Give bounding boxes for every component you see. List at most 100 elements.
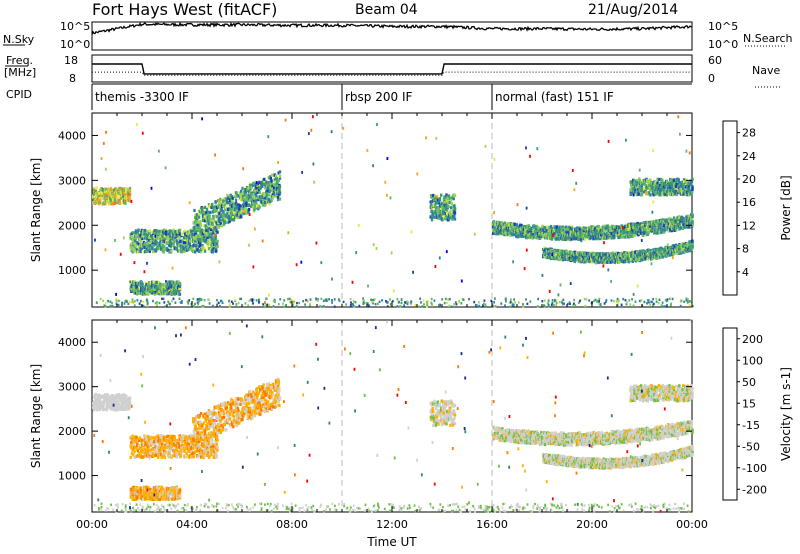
power-echo-cell: [215, 220, 218, 224]
power-echo-cell: [122, 195, 125, 199]
power-echo-cell: [145, 245, 149, 249]
power-echo-cell: [440, 212, 443, 216]
power-echo-cell: [172, 228, 175, 232]
freq-right-tick-bottom: 0: [708, 72, 715, 85]
power-echo-cell: [553, 252, 556, 257]
power-echo-cell: [217, 225, 221, 229]
power-echo-cell: [94, 189, 97, 194]
power-echo-cell: [547, 233, 550, 237]
power-echo-cell: [150, 230, 153, 234]
power-echo-cell: [249, 193, 252, 197]
power-echo-cell: [190, 229, 193, 234]
power-echo-cell: [206, 243, 209, 247]
power-echo-cell: [238, 215, 242, 219]
power-echo-cell: [652, 255, 655, 259]
power-echo-cell: [644, 256, 647, 260]
power-echo-cell: [627, 260, 630, 264]
power-echo-cell: [559, 225, 562, 229]
power-echo-cell: [244, 191, 247, 195]
power-echo-cell: [134, 231, 138, 235]
power-echo-cell: [668, 226, 671, 230]
power-echo-cell: [144, 232, 147, 236]
power-echo-cell: [430, 209, 434, 214]
power-echo-cell: [544, 232, 547, 236]
power-echo-cell: [254, 200, 257, 204]
power-echo-cell: [527, 230, 530, 234]
power-echo-cell: [234, 194, 238, 198]
power-ground-cell: [282, 302, 284, 305]
power-echo-cell: [133, 280, 136, 284]
power-echo-cell: [570, 251, 574, 255]
power-echo-cell: [440, 203, 444, 207]
power-ground-cell: [142, 300, 145, 304]
power-echo-cell: [238, 204, 242, 208]
power-echo-cell: [572, 235, 575, 239]
power-echo-cell: [660, 226, 663, 230]
power-echo-cell: [226, 211, 229, 215]
power-echo-cell: [448, 216, 451, 220]
power-echo-cell: [609, 232, 612, 236]
power-echo-cell: [633, 233, 636, 237]
power-echo-cell: [145, 237, 149, 241]
power-echo-cell: [237, 215, 240, 219]
power-echo-cell: [678, 216, 681, 220]
power-echo-cell: [661, 255, 665, 259]
power-echo-cell: [208, 235, 211, 239]
power-echo-cell: [254, 192, 257, 196]
power-echo-cell: [517, 230, 520, 234]
power-echo-cell: [155, 236, 158, 240]
power-echo-cell: [205, 235, 208, 239]
power-echo-cell: [630, 225, 633, 229]
power-echo-cell: [686, 246, 689, 250]
power-echo-cell: [146, 288, 149, 292]
power-ground-cell: [629, 303, 632, 306]
power-echo-cell: [116, 197, 119, 201]
power-echo-cell: [265, 193, 269, 197]
power-echo-cell: [261, 203, 265, 207]
power-echo-cell: [123, 188, 126, 193]
power-echo-cell: [565, 225, 568, 229]
power-echo-cell: [601, 256, 604, 260]
power-echo-cell: [274, 188, 277, 192]
power-echo-cell: [232, 211, 236, 215]
power-echo-cell: [563, 231, 566, 235]
power-echo-cell: [159, 285, 163, 289]
power-echo-cell: [151, 242, 154, 246]
power-echo-cell: [144, 241, 147, 245]
power-echo-cell: [232, 215, 235, 220]
power-echo-cell: [588, 251, 591, 255]
power-echo-cell: [170, 289, 173, 293]
power-echo-cell: [509, 227, 512, 231]
power-echo-cell: [186, 234, 189, 238]
power-echo-cell: [625, 251, 628, 255]
power-echo-cell: [232, 208, 236, 212]
power-echo-cell: [255, 202, 258, 206]
power-echo-cell: [186, 237, 190, 241]
power-echo-cell: [230, 201, 233, 205]
power-echo-cell: [503, 221, 507, 225]
power-echo-cell: [278, 186, 281, 191]
power-echo-cell: [570, 237, 573, 241]
power-echo-cell: [212, 230, 215, 234]
power-echo-cell: [112, 201, 115, 205]
power-ground-cell: [631, 298, 633, 301]
power-echo-cell: [276, 191, 279, 196]
power-echo-cell: [230, 214, 233, 218]
power-echo-cell: [139, 234, 142, 238]
power-echo-cell: [136, 241, 139, 245]
power-echo-cell: [253, 208, 256, 212]
power-echo-cell: [270, 179, 273, 183]
power-echo-cell: [99, 190, 102, 194]
power-echo-cell: [560, 226, 563, 230]
power-echo-cell: [241, 192, 244, 196]
power-echo-cell: [532, 232, 535, 236]
power-ground-cell: [342, 300, 345, 304]
power-echo-cell: [251, 197, 254, 201]
noise-left-tick-bottom: 10^0: [60, 38, 90, 51]
power-echo-cell: [207, 213, 210, 217]
power-echo-cell: [275, 177, 278, 181]
power-echo-cell: [660, 230, 663, 234]
power-echo-cell: [218, 223, 221, 228]
power-echo-cell: [453, 213, 456, 217]
power-echo-cell: [600, 226, 603, 230]
